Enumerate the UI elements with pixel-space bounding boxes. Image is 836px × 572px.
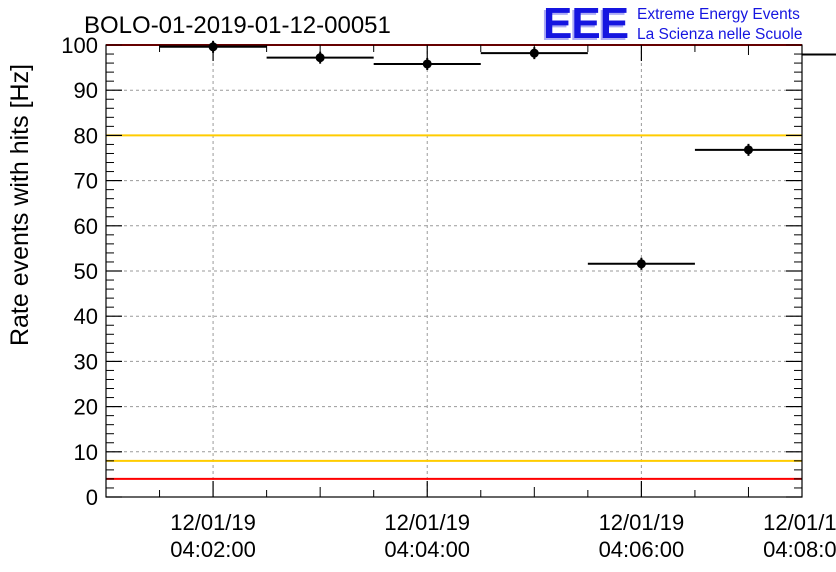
logo-line-2: La Scienza nelle Scuole (637, 26, 802, 43)
y-tick-label: 50 (74, 259, 98, 284)
x-tick-time: 04:06:00 (599, 537, 685, 562)
data-points (159, 40, 836, 270)
x-tick-time: 04:04:00 (384, 537, 470, 562)
y-tick-label: 80 (74, 123, 98, 148)
data-point (743, 145, 753, 155)
x-tick-time: 04:08:00 (763, 537, 836, 562)
x-tick-date: 12/01/19 (384, 510, 470, 535)
logo-line-1: Extreme Energy Events (637, 6, 800, 23)
eee-logo-shadow: EEE (541, 1, 626, 50)
x-tick-date: 12/01/19 (763, 510, 836, 535)
x-axis: 12/01/1904:02:0012/01/1904:04:0012/01/19… (105, 45, 836, 562)
y-tick-label: 90 (74, 78, 98, 103)
y-tick-label: 60 (74, 214, 98, 239)
y-axis: 0 10 20 30 40 50 60 70 80 90 100 (61, 33, 802, 510)
x-tick-date: 12/01/19 (599, 510, 685, 535)
y-tick-label: 100 (61, 33, 98, 58)
data-point (636, 259, 646, 269)
data-point (529, 48, 539, 58)
y-tick-label: 20 (74, 395, 98, 420)
data-point (208, 42, 218, 52)
y-axis-title: Rate events with hits [Hz] (6, 64, 34, 346)
eee-logo: EEE EEE Extreme Energy Events La Scienza… (541, 0, 802, 50)
chart-title: BOLO-01-2019-01-12-00051 (84, 12, 391, 39)
y-tick-label: 70 (74, 169, 98, 194)
eee-logo-mark: EEE (543, 0, 628, 48)
y-tick-label: 0 (86, 485, 98, 510)
y-tick-label: 10 (74, 440, 98, 465)
x-tick-date: 12/01/19 (170, 510, 256, 535)
y-tick-label: 30 (74, 349, 98, 374)
data-point (315, 53, 325, 63)
y-tick-label: 40 (74, 304, 98, 329)
x-tick-time: 04:02:00 (170, 537, 256, 562)
data-point (422, 59, 432, 69)
